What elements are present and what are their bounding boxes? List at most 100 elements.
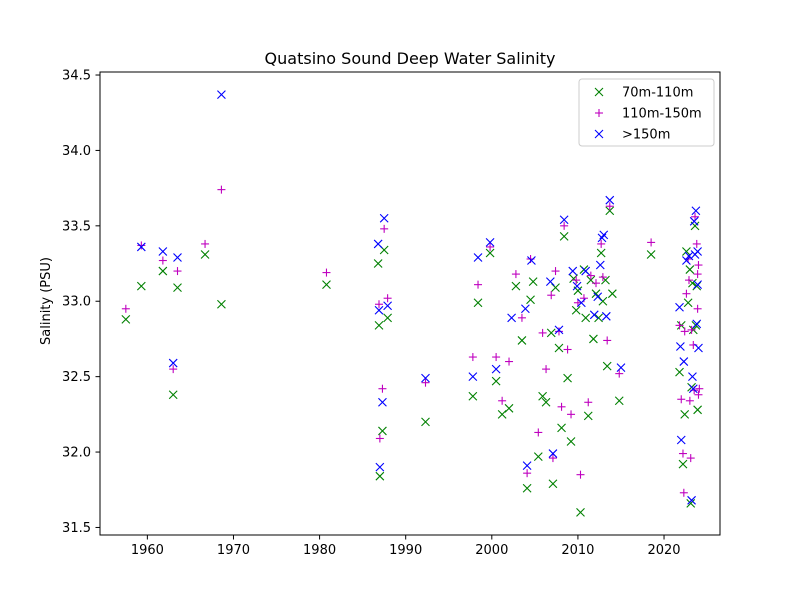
data-point <box>603 336 612 345</box>
data-point <box>676 435 686 445</box>
data-point <box>597 233 607 243</box>
data-point <box>378 384 387 393</box>
chart-title: Quatsino Sound Deep Water Salinity <box>265 49 556 68</box>
y-axis-label: Salinity (PSU) <box>39 257 54 345</box>
data-point <box>591 289 601 299</box>
data-point <box>121 314 131 324</box>
data-point <box>589 310 599 320</box>
data-point <box>378 397 387 407</box>
data-point <box>560 221 569 230</box>
data-point <box>616 363 626 372</box>
data-point <box>492 353 501 362</box>
data-point <box>694 390 703 399</box>
data-point <box>593 292 603 302</box>
x-tick-label: 2010 <box>561 543 594 558</box>
data-point <box>682 289 691 298</box>
axes-frame <box>99 71 721 536</box>
data-point <box>379 213 389 223</box>
legend-entry[interactable]: 110m-150m <box>595 107 702 122</box>
legend-entry[interactable]: 70m-110m <box>594 86 693 101</box>
data-point <box>596 248 606 258</box>
legend-label: >150m <box>622 128 670 143</box>
series-1 <box>121 185 704 497</box>
legend-marker <box>594 87 604 97</box>
data-point <box>566 437 576 446</box>
data-point <box>594 313 603 323</box>
data-point <box>693 270 702 279</box>
data-point <box>538 391 547 401</box>
data-point <box>576 298 586 308</box>
data-point <box>572 276 581 285</box>
data-point <box>373 239 383 249</box>
data-point <box>557 423 566 433</box>
data-point <box>694 261 703 270</box>
x-tick-label: 1980 <box>303 543 336 558</box>
data-point <box>533 452 543 461</box>
data-point <box>322 268 331 277</box>
data-point <box>473 253 483 262</box>
data-point <box>491 364 501 374</box>
data-point <box>686 454 695 463</box>
data-point <box>693 247 702 256</box>
legend-box <box>578 78 715 147</box>
data-point <box>571 305 581 315</box>
data-point <box>682 247 691 256</box>
data-point <box>375 434 384 443</box>
data-point <box>692 239 701 248</box>
x-tick-label: 1990 <box>389 543 422 558</box>
data-point <box>217 299 226 309</box>
data-point <box>378 426 387 436</box>
data-point <box>375 471 385 481</box>
data-point <box>504 403 514 413</box>
data-point <box>589 334 598 344</box>
data-point <box>486 242 495 251</box>
data-point <box>168 358 178 368</box>
data-point <box>559 215 569 225</box>
data-point <box>563 373 572 383</box>
data-point <box>551 283 560 293</box>
data-point <box>687 325 696 334</box>
y-tick-label: 32.0 <box>62 446 91 461</box>
data-point <box>563 345 572 354</box>
y-tick-label: 34.5 <box>62 69 91 84</box>
data-point <box>567 410 576 419</box>
data-point <box>586 271 595 280</box>
data-point <box>675 302 684 312</box>
data-point <box>491 376 501 386</box>
legend[interactable]: 70m-110m 110m-150m >150m <box>578 78 715 147</box>
plot-area <box>99 71 721 536</box>
data-point <box>686 498 696 508</box>
data-point <box>551 267 560 276</box>
x-tick-label: 2000 <box>475 543 508 558</box>
legend-entry[interactable]: >150m <box>594 128 670 143</box>
data-point <box>554 325 564 335</box>
data-point <box>373 259 383 268</box>
data-point <box>168 390 178 400</box>
data-point <box>517 313 526 322</box>
data-point <box>158 266 168 276</box>
data-point <box>511 281 521 291</box>
data-point <box>559 231 569 241</box>
data-point <box>680 327 689 336</box>
y-tick-label: 32.5 <box>62 370 91 385</box>
data-point <box>173 283 182 293</box>
y-axis: 31.5 32.0 32.5 33.0 33.5 34.0 34.5 <box>62 69 100 536</box>
data-point <box>692 319 702 329</box>
data-point <box>595 260 605 270</box>
data-point <box>217 90 226 100</box>
y-tick-label: 33.5 <box>62 219 91 234</box>
data-point <box>547 291 556 300</box>
data-point <box>688 384 698 394</box>
data-point <box>592 279 600 288</box>
data-point <box>121 304 130 313</box>
y-tick-label: 31.5 <box>62 521 91 536</box>
data-point <box>684 251 694 261</box>
data-point <box>521 304 530 314</box>
data-point <box>568 266 578 276</box>
data-point <box>136 242 146 252</box>
data-point <box>682 256 691 265</box>
data-point <box>675 367 684 377</box>
data-point <box>572 281 582 291</box>
data-point <box>581 313 591 323</box>
